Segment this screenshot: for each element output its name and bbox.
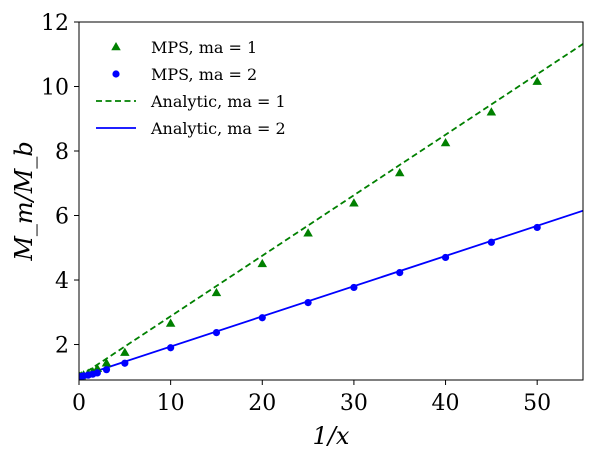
data-point-s0-6: [101, 358, 112, 367]
data-point-s0-13: [394, 167, 405, 177]
legend-label-0: MPS, ma = 1: [151, 38, 257, 57]
data-point-s1-10: [258, 314, 266, 322]
data-point-s1-14: [441, 253, 450, 262]
data-point-s1-8: [167, 344, 175, 352]
data-point-s0-7: [120, 347, 130, 356]
plot-area: [79, 43, 583, 380]
data-point-s1-11: [304, 298, 312, 307]
data-point-s1-15: [487, 238, 495, 246]
plot-frame: [78, 21, 584, 381]
data-point-s1-13: [396, 269, 404, 277]
x-tick-label-1: 10: [157, 391, 185, 416]
x-tick-label-3: 30: [340, 391, 368, 416]
y-tick-label-5: 12: [41, 11, 69, 36]
series-line-3: [79, 209, 583, 378]
legend-label-1: MPS, ma = 2: [151, 65, 257, 84]
legend-label-3: Analytic, ma = 2: [150, 119, 286, 138]
data-point-s0-5: [92, 363, 103, 372]
y-tick-label-0: 2: [55, 334, 69, 359]
y-tick-label-2: 6: [55, 205, 69, 230]
data-point-s1-5: [93, 369, 101, 377]
data-point-s0-14: [440, 137, 451, 147]
legend-label-2: Analytic, ma = 1: [150, 92, 286, 111]
x-axis-label: 1/x: [313, 422, 350, 450]
data-point-s1-16: [533, 223, 541, 232]
data-point-s0-11: [303, 228, 313, 237]
data-point-s1-7: [121, 359, 129, 367]
y-tick-label-1: 4: [55, 269, 69, 294]
x-tick-label-4: 40: [432, 391, 460, 416]
y-tick-label-4: 10: [41, 76, 69, 101]
x-tick-label-5: 50: [523, 391, 551, 416]
x-tick-label-0: 0: [72, 391, 86, 416]
y-tick-label-3: 8: [55, 140, 69, 165]
data-point-s0-15: [486, 107, 497, 116]
data-point-s0-9: [211, 287, 222, 297]
legend-marker-0: [111, 42, 121, 51]
legend: MPS, ma = 1 MPS, ma = 2 Analytic, ma = 1 An…: [96, 38, 286, 138]
data-point-s1-9: [212, 328, 221, 337]
x-tick-label-2: 20: [248, 391, 276, 416]
data-layer: [79, 43, 583, 380]
data-point-s0-12: [349, 198, 359, 207]
legend-marker-1: [112, 70, 120, 78]
data-point-s1-12: [350, 283, 358, 292]
y-axis-label: M_m/M_b: [10, 141, 38, 261]
series-line-2: [79, 43, 583, 378]
data-point-s0-8: [165, 318, 176, 327]
data-point-s1-6: [102, 366, 111, 374]
axes: 0 10 20 30 40 50 2 4 6 8 10 12: [41, 11, 584, 416]
data-point-s0-16: [532, 76, 542, 85]
data-point-s0-10: [257, 258, 268, 268]
